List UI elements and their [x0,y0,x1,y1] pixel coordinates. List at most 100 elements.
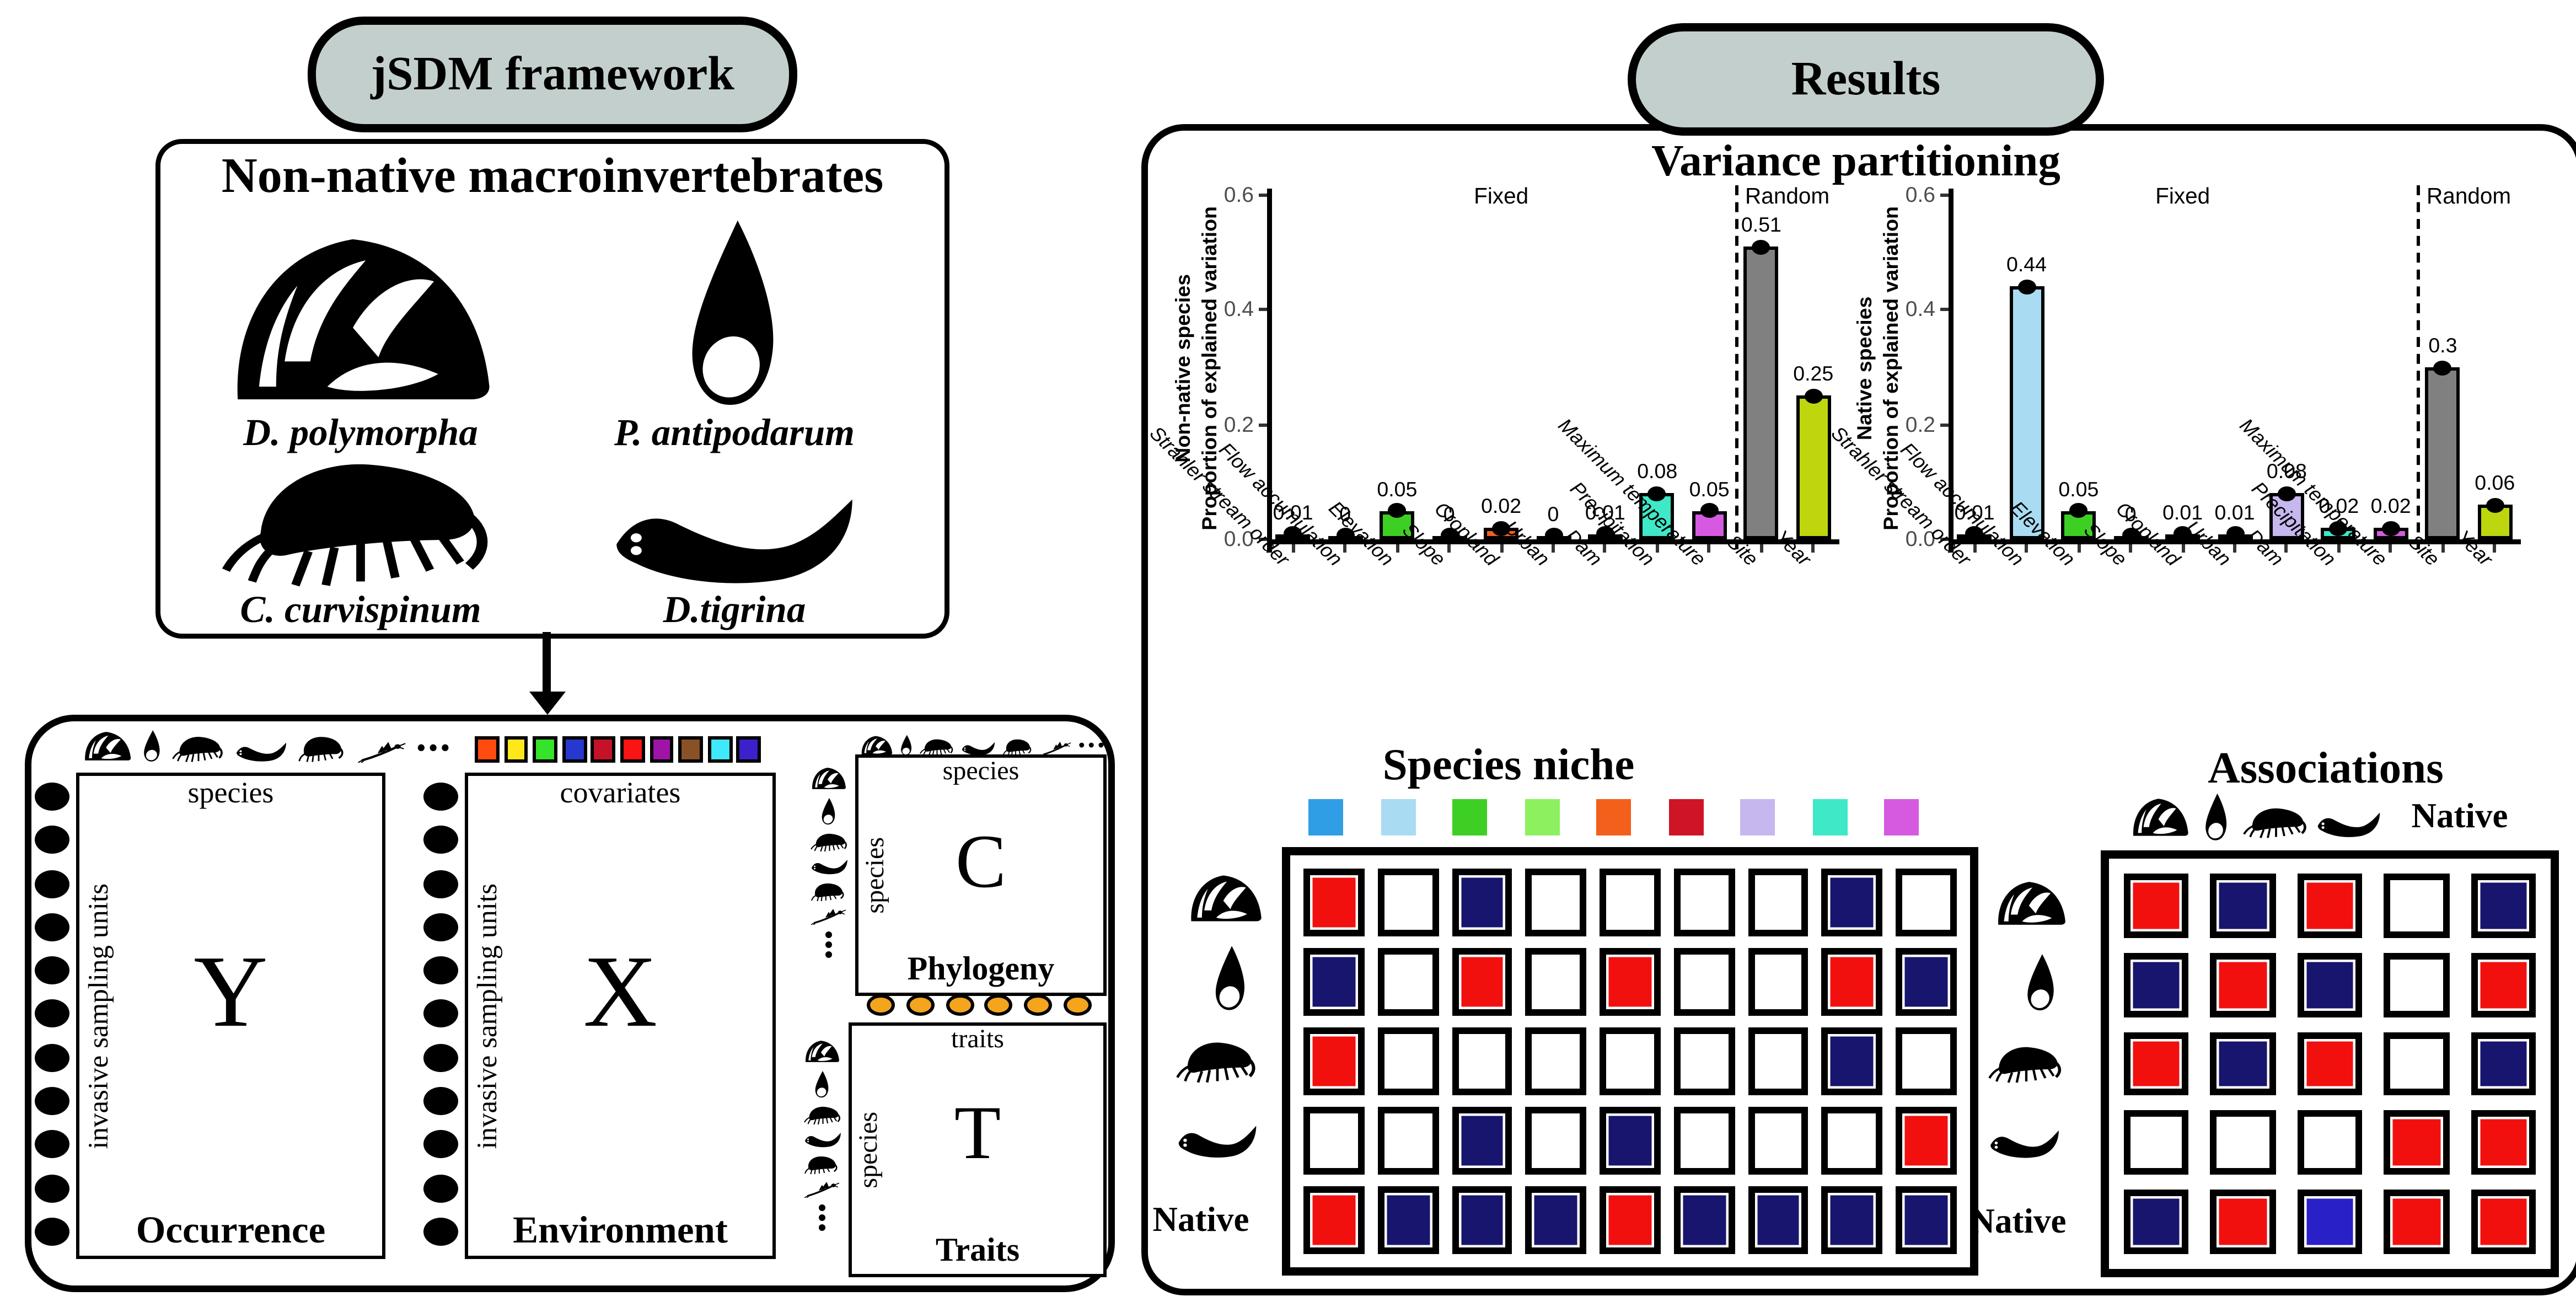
x-tick [1708,543,1711,552]
bar-value-label: 0.51 [1741,213,1781,237]
snail-icon [1215,946,1244,1011]
x-tick [1499,543,1503,552]
amphipod-icon [920,738,953,756]
species-niche-title: Species niche [1382,740,1635,789]
niche-cell-r0c4-white [1600,869,1661,936]
mussel-icon [861,736,893,755]
traits-matrix: traits species T Traits [849,1022,1107,1277]
association-cell-r1c2-navy [2297,952,2363,1017]
y-tick-label: 0.0 [1905,526,1935,551]
mayfly-icon [1040,741,1072,756]
bar-point [2277,486,2296,501]
x-tick [1343,543,1347,552]
niche-cell-r2c8-white [1896,1027,1957,1095]
trait-dot [985,994,1013,1016]
niche-cell-r2c3-white [1525,1027,1587,1095]
amphipod-icon [172,736,223,763]
niche-cell-r4c8-navy [1896,1186,1957,1254]
flow-arrow-line [543,632,551,695]
y-tick [1259,422,1267,426]
x-tick [2441,543,2445,552]
x-axis [1949,539,2521,544]
bar-value-label: 0.05 [1377,477,1418,501]
niche-covariate-swatch [1668,799,1703,835]
sampling-unit-dot [422,913,458,941]
y-tick [1940,538,1949,541]
y-axis-title-line2: Proportion of explained variation [1879,206,1902,531]
bar-point [1388,503,1407,518]
niche-covariate-swatch [1812,799,1847,835]
sampling-unit-dot [422,1043,458,1072]
variance-chart-native: 0.0 0.2 0.4 0.6 Fixed Random 0.01 Strahler stre… [1827,178,2542,733]
snail-icon [822,797,835,825]
covariate-swatch [591,736,616,762]
x-tick [2493,543,2497,552]
association-cell-r3c0-white [2124,1111,2189,1175]
sampling-unit-dot [422,1131,458,1159]
y-axis-title: Native species Proportion of explained va… [1853,178,1905,559]
occurrence-top-label: species [187,776,274,809]
niche-cell-r4c2-navy [1451,1186,1512,1254]
bar-value-label: 0.25 [1793,362,1834,386]
niche-cell-r1c1-white [1377,948,1439,1016]
x-tick [1395,543,1399,552]
x-tick [2025,543,2028,552]
covariate-swatch [503,736,529,762]
species-icon-row-phylogeny: ••• [860,730,1108,756]
x-tick [1759,543,1763,552]
bar-value-label: 0.05 [2058,477,2099,501]
amphipod-icon [1988,1044,2064,1084]
y-axis [1267,189,1271,553]
covariate-swatch [620,736,645,762]
association-cell-r1c0-navy [2124,952,2189,1017]
snail-icon [901,735,912,756]
niche-cell-r3c0-white [1303,1107,1365,1175]
y-tick-label: 0.2 [1223,411,1254,436]
niche-cell-r3c5-white [1673,1107,1735,1175]
niche-cell-r0c0-red [1303,869,1365,936]
bar-value-label: 0.02 [1481,495,1522,518]
vertical-ellipsis-icon [819,1204,825,1231]
bar-point [1804,388,1823,404]
bar-value-label: 0 [1443,502,1455,526]
snail-icon [2027,954,2054,1011]
dot [825,951,832,958]
sampling-unit-dot [422,783,458,811]
species-icon-col-traits [801,1039,844,1231]
species-icon-row-occurrence: ••• [83,725,453,763]
niche-cell-r1c8-navy [1896,948,1957,1016]
trait-dot [867,994,895,1016]
niche-covariate-swatch [1524,799,1559,835]
niche-cell-r0c2-navy [1451,869,1512,936]
sampling-unit-dot [34,783,69,811]
x-tick [2181,543,2185,552]
association-cell-r1c4-red [2470,952,2536,1017]
sampling-unit-dot [34,1217,69,1246]
y-tick [1259,194,1267,197]
dot [825,941,832,948]
sampling-unit-dot [422,1087,458,1116]
x-tick [1655,543,1659,552]
bar-point [2433,360,2452,375]
niche-cell-r1c6-white [1747,948,1809,1016]
shrimp-icon [1002,738,1032,756]
niche-cell-r0c7-navy [1822,869,1883,936]
trait-dot [1063,994,1092,1016]
y-tick [1940,194,1949,197]
environment-symbol: X [583,936,658,1049]
niche-cell-r3c1-white [1377,1107,1439,1175]
association-cell-r4c3-red [2384,1190,2449,1254]
mussel-icon [1191,875,1262,922]
sampling-unit-dot [422,956,458,985]
x-tick [1603,543,1607,552]
flow-arrow-head [528,692,565,715]
x-tick [1447,543,1451,552]
association-cell-r0c1-navy [2210,874,2276,938]
niche-cell-r4c6-navy [1747,1186,1809,1254]
bar-point [1596,526,1614,542]
environment-top-label: covariates [560,776,681,809]
niche-covariate-swatch [1884,799,1919,835]
sampling-unit-dot [422,1217,458,1246]
phylogeny-top-label: species [942,758,1019,786]
sampling-unit-dots-environment [422,783,458,1246]
